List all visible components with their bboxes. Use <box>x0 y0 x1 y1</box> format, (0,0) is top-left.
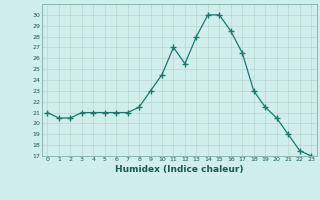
X-axis label: Humidex (Indice chaleur): Humidex (Indice chaleur) <box>115 165 244 174</box>
